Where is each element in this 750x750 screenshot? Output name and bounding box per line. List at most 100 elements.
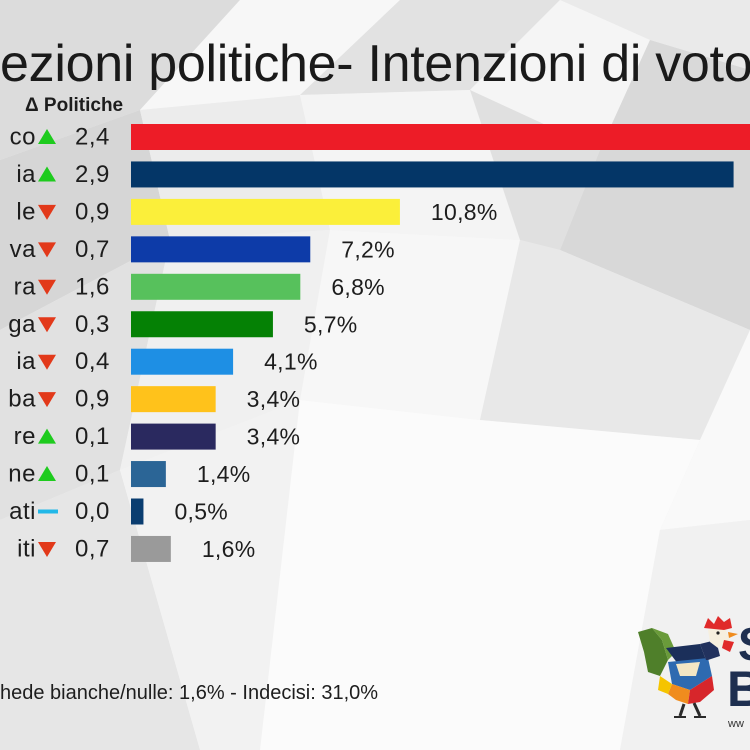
party-label: re [14, 423, 36, 450]
bar [131, 273, 301, 300]
background-shape [0, 240, 170, 520]
rooster-leg [692, 702, 702, 717]
party-label: ia [16, 161, 36, 188]
bar [131, 236, 311, 263]
delta-value: 0,0 [75, 498, 110, 525]
party-label: ati [9, 498, 36, 525]
logo-letter-bottom: B [727, 661, 750, 717]
party-label: ba [8, 386, 36, 413]
party-label: va [10, 236, 37, 263]
logo-letter-top: S [738, 618, 750, 670]
background-shape [620, 520, 750, 750]
rooster-patch [658, 676, 672, 694]
party-label: le [16, 198, 36, 225]
triangle-down-icon [38, 242, 56, 258]
delta-value: 0,9 [75, 198, 110, 225]
chart-title: ezioni politiche- Intenzioni di voto [0, 38, 750, 90]
background-shape [300, 0, 560, 95]
bar [131, 161, 734, 188]
delta-value: 0,4 [75, 348, 110, 375]
rooster-belly [668, 684, 690, 704]
bar-row: ati 0,0 0,5% [9, 498, 228, 525]
rooster-tail [638, 628, 668, 676]
value-label: 7,2% [341, 236, 395, 262]
background-shape [0, 470, 200, 750]
rooster-wing [676, 662, 700, 676]
bar [131, 348, 234, 375]
bar-row: ia 0,4 4,1% [16, 348, 317, 375]
bar-row: ia 2,9 [16, 161, 734, 188]
triangle-down-icon [38, 204, 56, 220]
bar [131, 423, 216, 450]
rooster-wattle [722, 640, 734, 652]
delta-value: 0,7 [75, 236, 110, 263]
bar-row: ne 0,1 1,4% [8, 461, 250, 488]
triangle-up-icon [38, 129, 56, 144]
bar [131, 311, 273, 338]
triangle-down-icon [38, 392, 56, 408]
bar-row: re 0,1 3,4% [14, 423, 301, 450]
background-shape [660, 330, 750, 530]
value-label: 0,5% [174, 499, 228, 525]
party-label: ra [14, 273, 36, 300]
bar-row: co 2,4 [10, 124, 750, 151]
bar-row: iti 0,7 1,6% [17, 535, 255, 562]
triangle-down-icon [38, 541, 56, 557]
value-label: 10,8% [431, 199, 498, 225]
bar [131, 124, 750, 150]
background-shape [0, 110, 170, 330]
triangle-up-icon [38, 428, 56, 444]
value-label: 3,4% [247, 386, 301, 412]
delta-column-header: Δ Politiche [25, 95, 124, 116]
value-label: 3,4% [247, 424, 301, 450]
bar-row: le 0,9 10,8% [16, 198, 497, 225]
rooster-beak [728, 632, 738, 638]
party-label: co [10, 124, 36, 151]
bar [131, 498, 144, 525]
bar-row: ba 0,9 3,4% [8, 386, 300, 413]
value-label: 1,6% [202, 536, 256, 562]
value-label: 4,1% [264, 349, 318, 375]
triangle-down-icon [38, 354, 56, 370]
bar [131, 535, 171, 562]
party-label: ia [16, 348, 36, 375]
triangle-up-icon [38, 166, 56, 182]
delta-value: 2,9 [75, 161, 110, 188]
delta-value: 0,1 [75, 461, 110, 488]
value-label: 1,4% [197, 461, 251, 487]
rooster-comb [704, 616, 732, 630]
rooster-breast [688, 676, 714, 704]
background-shape [0, 0, 240, 160]
triangle-up-icon [38, 466, 56, 482]
bar [131, 198, 400, 225]
value-label: 5,7% [304, 311, 358, 337]
delta-value: 0,3 [75, 311, 110, 338]
logo-url: ww [727, 718, 744, 730]
bar-row: ga 0,3 5,7% [8, 311, 357, 338]
party-label: ga [8, 311, 36, 338]
background-shape [120, 400, 300, 750]
triangle-down-icon [38, 317, 56, 333]
delta-value: 1,6 [75, 273, 110, 300]
triangle-down-icon [38, 279, 56, 295]
rooster-logo-icon [638, 616, 738, 718]
bar [131, 461, 166, 488]
background-shape [600, 40, 750, 150]
background-shape [300, 230, 520, 420]
party-label: iti [17, 535, 36, 562]
delta-value: 2,4 [75, 124, 110, 151]
background-shape [480, 240, 750, 440]
background-shape [140, 0, 400, 110]
value-label: 6,8% [331, 274, 385, 300]
footnote: hede bianche/nulle: 1,6% - Indecisi: 31,… [0, 682, 379, 704]
bar-row: va 0,7 7,2% [10, 236, 395, 263]
delta-value: 0,1 [75, 423, 110, 450]
bar-row: ra 1,6 6,8% [14, 273, 385, 300]
rooster-leg [678, 703, 686, 717]
dash-icon [38, 509, 58, 514]
background-shape [560, 0, 750, 70]
delta-value: 0,9 [75, 386, 110, 413]
background-shape [260, 400, 700, 750]
